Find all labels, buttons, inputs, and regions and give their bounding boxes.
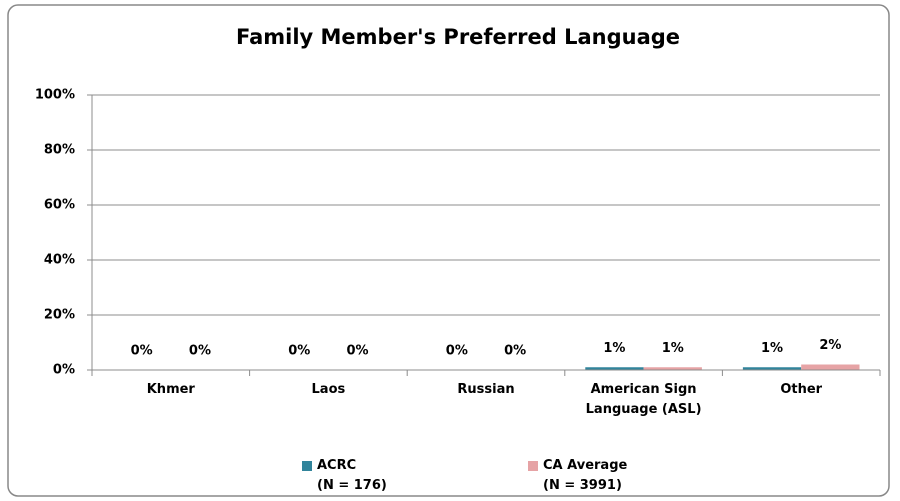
legend-swatch xyxy=(302,461,312,471)
legend-label: CA Average (N = 3991) xyxy=(543,458,628,493)
bar xyxy=(801,364,860,370)
x-tick-label: Laos xyxy=(311,382,346,397)
bar xyxy=(742,367,802,370)
data-label: 0% xyxy=(446,344,468,359)
y-tick-label: 20% xyxy=(44,308,75,323)
data-label: 0% xyxy=(288,344,310,359)
data-label: 2% xyxy=(819,338,841,353)
x-tick-label: Khmer xyxy=(146,382,195,397)
chart-title: Family Member's Preferred Language xyxy=(236,25,680,49)
y-tick-label: 80% xyxy=(44,143,75,158)
data-label: 1% xyxy=(603,341,625,356)
data-label: 1% xyxy=(662,341,684,356)
x-tick-label: Other xyxy=(780,382,823,397)
chart-frame xyxy=(7,4,890,497)
data-label: 0% xyxy=(131,344,153,359)
data-label: 1% xyxy=(761,341,783,356)
legend-swatch xyxy=(528,461,538,471)
data-label: 0% xyxy=(504,344,526,359)
y-tick-label: 100% xyxy=(35,88,75,103)
legend-label: ACRC (N = 176) xyxy=(317,458,387,493)
y-tick-label: 60% xyxy=(44,198,75,213)
y-tick-label: 0% xyxy=(53,363,75,378)
data-label: 0% xyxy=(347,344,369,359)
data-label: 0% xyxy=(189,344,211,359)
bar xyxy=(643,367,702,370)
y-tick-label: 40% xyxy=(44,253,75,268)
bar xyxy=(585,367,644,370)
x-tick-label: American Sign Language (ASL) xyxy=(585,382,702,417)
x-tick-label: Russian xyxy=(457,382,515,397)
